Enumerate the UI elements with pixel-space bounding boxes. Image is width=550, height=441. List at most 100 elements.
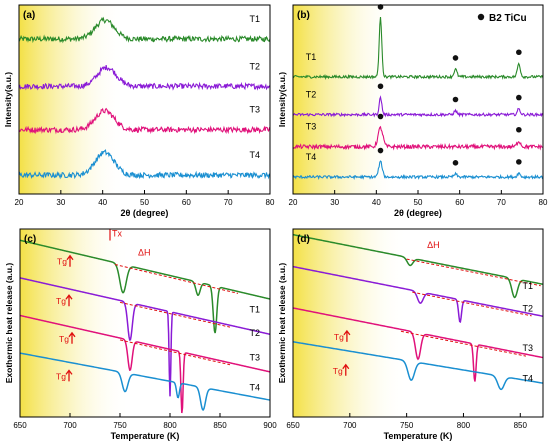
y-axis-label: Intensity(a.u.): [277, 72, 287, 127]
baseline-reference-line: [400, 330, 527, 357]
panel-label: (d): [297, 234, 310, 245]
b2-phase-marker: [516, 159, 522, 165]
series-line-t3: [292, 125, 544, 151]
b2-phase-marker: [377, 83, 384, 90]
b2-phase-marker: [516, 49, 522, 56]
x-tick-label: 700: [343, 421, 357, 430]
annotation-label: ΔH: [427, 240, 440, 250]
x-tick-label: 750: [113, 421, 127, 430]
x-tick-label: 850: [514, 421, 528, 430]
baseline-reference-line: [406, 258, 541, 287]
series-line-t2: [19, 277, 271, 397]
x-tick-label: 80: [539, 198, 548, 207]
x-tick-label: 50: [414, 198, 423, 207]
x-axis-label: 2θ (degree): [394, 208, 442, 218]
y-axis-label: Exothermic heat release (a.u.): [4, 263, 14, 384]
x-tick-label: 650: [13, 421, 27, 430]
b2-phase-marker: [452, 55, 459, 61]
legend-marker: [477, 13, 485, 21]
series-line-t2: [18, 64, 271, 91]
tg-arrow: [342, 363, 350, 376]
x-axis-label: Temperature (K): [384, 431, 453, 441]
series-label: T4: [306, 152, 317, 162]
x-tick-label: 800: [457, 421, 471, 430]
panel-c-dsc: T1 T2 T3 T4 Tx ΔH Tg Tg Tg Tg 650 700 750 800 850 900 (c…: [4, 228, 277, 441]
series-line-t3: [19, 314, 271, 414]
plot-frame: [292, 228, 544, 418]
b2-phase-marker: [516, 94, 522, 101]
x-axis-label: Temperature (K): [111, 431, 180, 441]
series-label: T2: [306, 90, 317, 100]
b2-phase-marker: [377, 113, 384, 120]
series-line-t4: [19, 352, 271, 411]
series-label: T1: [522, 281, 533, 291]
x-tick-label: 40: [372, 198, 381, 207]
series-label: T3: [522, 343, 533, 353]
x-tick-label: 850: [213, 421, 227, 430]
tg-label: Tg: [56, 371, 66, 381]
series-label: T3: [249, 353, 260, 363]
b2-phase-marker: [377, 147, 384, 154]
series-label: T1: [249, 14, 260, 24]
x-tick-label: 70: [224, 198, 233, 207]
series-line-t1: [19, 239, 271, 334]
panel-label: (b): [297, 10, 310, 21]
tg-label: Tg: [59, 334, 69, 344]
highlight-band: [293, 229, 408, 417]
baseline-reference-line: [114, 263, 239, 294]
tg-arrow: [68, 331, 76, 344]
tg-arrow: [66, 254, 74, 267]
x-tick-label: 20: [15, 198, 24, 207]
x-tick-label: 750: [400, 421, 414, 430]
baseline-reference-line: [119, 339, 231, 366]
x-tick-label: 80: [266, 198, 275, 207]
x-tick-label: 60: [182, 198, 191, 207]
series-label: T3: [249, 105, 260, 115]
tg-label: Tg: [333, 366, 343, 376]
panel-label: (a): [23, 10, 35, 21]
panel-a-xrd: T1 T2 T3 T4 20 30 40 50 60 70 80 (a) 2θ (degree) Inte…: [3, 4, 275, 218]
b2-phase-marker: [516, 126, 522, 133]
legend-label: B2 TiCu: [489, 13, 527, 24]
x-tick-label: 60: [455, 198, 464, 207]
series-label: T1: [249, 305, 260, 315]
series-line-t4: [292, 341, 544, 391]
y-axis-label: Intensity(a.u.): [3, 72, 13, 127]
highlight-band: [19, 5, 125, 194]
x-tick-label: 20: [289, 198, 298, 207]
x-tick-label: 800: [163, 421, 177, 430]
series-line-t3: [18, 107, 271, 135]
x-axis-label: 2θ (degree): [121, 208, 169, 218]
panel-d-dsc: T1 T2 T3 T4 ΔH Tg Tg 650 700 750 800 850 (d) Temperat…: [277, 228, 544, 441]
series-line-t1: [292, 17, 544, 81]
series-label: T1: [306, 52, 317, 62]
baseline-reference-line: [119, 301, 231, 328]
series-label: T4: [249, 383, 260, 393]
series-line-t4: [292, 160, 544, 180]
x-tick-label: 50: [140, 198, 149, 207]
x-tick-label: 70: [497, 198, 506, 207]
series-label: T4: [249, 150, 260, 160]
highlight-band: [20, 229, 130, 417]
series-label: T2: [249, 61, 260, 71]
x-tick-label: 30: [56, 198, 65, 207]
tg-arrow: [65, 369, 73, 382]
b2-phase-marker: [452, 96, 459, 103]
annotation-label: Tx: [112, 229, 122, 239]
tg-label: Tg: [57, 257, 67, 267]
tg-label: Tg: [56, 296, 66, 306]
x-tick-label: 900: [263, 421, 277, 430]
plot-frame: [19, 228, 271, 418]
series-label: T3: [306, 122, 317, 132]
annotation-label: ΔH: [138, 247, 151, 257]
panel-label: (c): [24, 234, 36, 245]
tg-arrow: [343, 329, 351, 342]
b2-phase-marker: [452, 160, 459, 166]
tg-arrow: [65, 294, 73, 307]
panel-b-xrd-annealed: T1 T2 T3 T4 B2 TiCu 20 30 40 50 60 70 80 (b) 2θ (degr…: [277, 4, 548, 218]
x-tick-label: 700: [63, 421, 77, 430]
baseline-reference-line: [412, 291, 532, 317]
series-label: T4: [522, 373, 533, 383]
series-line-t1: [292, 233, 544, 299]
